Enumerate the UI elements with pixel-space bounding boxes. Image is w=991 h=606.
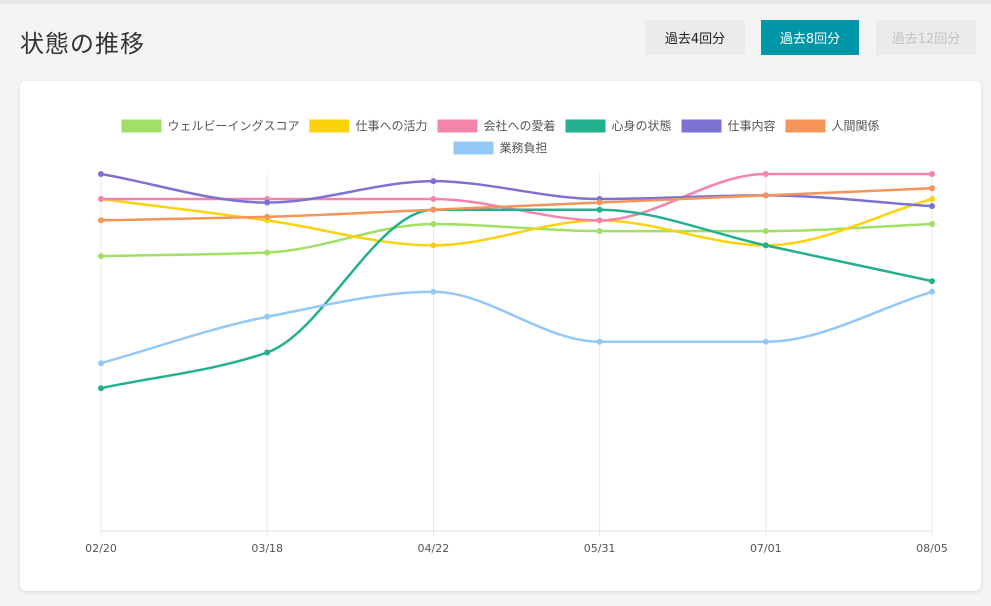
past-4-button[interactable]: 過去4回分 xyxy=(645,20,745,55)
data-point[interactable] xyxy=(762,192,769,199)
chart-points xyxy=(98,171,935,392)
x-tick-label: 02/20 xyxy=(85,542,117,555)
legend-swatch xyxy=(437,119,478,133)
data-point[interactable] xyxy=(430,178,437,185)
series-line-6 xyxy=(100,290,933,365)
data-point[interactable] xyxy=(430,242,437,249)
data-point[interactable] xyxy=(929,185,935,192)
data-point[interactable] xyxy=(929,288,935,295)
legend-swatch xyxy=(565,119,606,133)
data-point[interactable] xyxy=(430,195,437,202)
data-point[interactable] xyxy=(98,171,104,177)
data-point[interactable] xyxy=(929,171,935,177)
legend-item-6[interactable]: 業務負担 xyxy=(453,141,548,155)
x-tick-label: 03/18 xyxy=(251,542,283,555)
data-point[interactable] xyxy=(596,228,603,235)
legend-label: 仕事への活力 xyxy=(355,119,427,133)
data-point[interactable] xyxy=(596,338,603,345)
data-point[interactable] xyxy=(596,206,603,213)
legend-label: 人間関係 xyxy=(832,119,880,133)
legend-swatch xyxy=(785,119,826,133)
data-point[interactable] xyxy=(264,249,271,256)
data-point[interactable] xyxy=(596,217,603,224)
legend-item-1[interactable]: 仕事への活力 xyxy=(309,119,427,133)
data-point[interactable] xyxy=(430,206,437,213)
legend-item-4[interactable]: 仕事内容 xyxy=(681,118,776,133)
x-axis: 02/20 03/18 04/22 05/31 07/01 08/05 xyxy=(85,542,948,555)
data-point[interactable] xyxy=(98,360,104,367)
data-point[interactable] xyxy=(762,171,769,177)
legend-swatch xyxy=(453,141,494,155)
data-point[interactable] xyxy=(264,313,271,320)
legend-swatch xyxy=(121,119,162,133)
series-line-0 xyxy=(100,222,933,258)
trend-line-chart: ウェルビーイングスコア 仕事への活力 会社への愛着 心身の状態 仕事内容 人間関係業務負担… xyxy=(85,118,948,555)
x-tick-label: 07/01 xyxy=(750,542,782,555)
data-point[interactable] xyxy=(430,220,437,227)
data-point[interactable] xyxy=(98,195,104,202)
data-point[interactable] xyxy=(929,203,935,210)
data-point[interactable] xyxy=(98,253,104,260)
data-point[interactable] xyxy=(264,349,271,356)
legend-item-3[interactable]: 心身の状態 xyxy=(565,118,672,133)
series-line-4 xyxy=(100,172,933,208)
legend-swatch xyxy=(681,119,722,133)
legend-item-5[interactable]: 人間関係 xyxy=(785,119,880,133)
data-point[interactable] xyxy=(264,213,271,220)
data-point[interactable] xyxy=(264,199,271,206)
legend-swatch xyxy=(309,119,350,133)
series-line-1 xyxy=(100,197,933,247)
past-8-button[interactable]: 過去8回分 xyxy=(761,20,859,55)
chart-series xyxy=(100,172,933,390)
x-tick-label: 04/22 xyxy=(418,542,450,555)
page-title: 状態の推移 xyxy=(20,30,145,58)
data-point[interactable] xyxy=(929,278,935,285)
chart-grid xyxy=(100,174,933,537)
x-tick-label: 05/31 xyxy=(584,542,616,555)
legend-label: 会社への愛着 xyxy=(483,118,555,133)
data-point[interactable] xyxy=(762,338,769,345)
data-point[interactable] xyxy=(929,220,935,227)
series-line-5 xyxy=(100,187,933,222)
data-point[interactable] xyxy=(929,195,935,202)
data-point[interactable] xyxy=(762,242,769,249)
data-point[interactable] xyxy=(98,217,104,224)
data-point[interactable] xyxy=(430,288,437,295)
legend-label: 業務負担 xyxy=(499,141,547,155)
legend-item-0[interactable]: ウェルビーイングスコア xyxy=(121,119,299,133)
legend-label: 心身の状態 xyxy=(612,118,672,133)
top-divider xyxy=(0,0,991,4)
series-line-3 xyxy=(100,208,933,390)
legend-label: ウェルビーイングスコア xyxy=(167,119,299,133)
past-12-button[interactable]: 過去12回分 xyxy=(876,20,976,55)
data-point[interactable] xyxy=(596,199,603,206)
data-point[interactable] xyxy=(98,385,104,392)
x-tick-label: 08/05 xyxy=(916,542,948,555)
legend-item-2[interactable]: 会社への愛着 xyxy=(437,118,556,133)
chart-card: ウェルビーイングスコア 仕事への活力 会社への愛着 心身の状態 仕事内容 人間関係業務負担… xyxy=(20,81,981,591)
legend-label: 仕事内容 xyxy=(728,118,776,133)
data-point[interactable] xyxy=(762,228,769,235)
